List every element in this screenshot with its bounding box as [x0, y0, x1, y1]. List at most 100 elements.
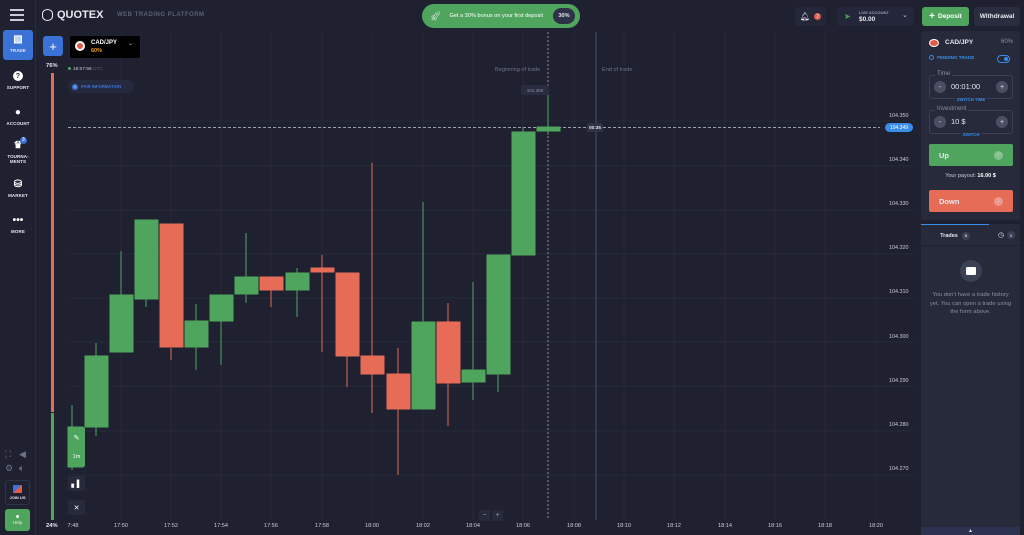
x-axis-tick: 17:54: [214, 523, 228, 529]
brand-name: QUOTEX: [57, 9, 104, 21]
pair-information-button[interactable]: i PAIR INFORMATION: [68, 80, 134, 93]
asset-selector[interactable]: CAD/JPY 60% ⌄: [70, 36, 140, 58]
sound-icon[interactable]: 🔈︎: [19, 463, 25, 473]
trades-tab-label: Trades: [940, 232, 958, 239]
zoom-in-button[interactable]: +: [492, 510, 503, 521]
timeframe-selector[interactable]: 1m: [72, 454, 81, 460]
sidebar-item-more[interactable]: ••• MORE: [3, 211, 33, 241]
brand-logo[interactable]: QUOTEX: [42, 9, 103, 21]
pair-info-label: PAIR INFORMATION: [81, 84, 122, 89]
y-axis-tick: 104.350: [889, 113, 909, 119]
time-legend: Time: [935, 71, 953, 77]
investment-field: Investment - 10 $ + SWITCH: [929, 106, 1013, 137]
cad-jpy-flag-icon: [929, 39, 939, 47]
paper-plane-icon: ➤: [844, 12, 851, 21]
deposit-button[interactable]: + Deposit: [922, 7, 969, 26]
bar-chart-icon: ▖▌: [71, 480, 82, 488]
account-balance: $0.00: [859, 16, 876, 23]
time-increase-button[interactable]: +: [996, 81, 1008, 93]
expand-panel-handle[interactable]: ▲: [921, 527, 1020, 535]
countdown-timer: 00:35: [587, 123, 603, 132]
withdrawal-button[interactable]: Withdrawal: [974, 7, 1020, 26]
pencil-icon: ✎: [73, 435, 80, 442]
plus-icon: +: [929, 11, 935, 22]
y-axis-tick: 104.270: [889, 466, 909, 472]
chevron-down-icon: ⌄: [127, 41, 133, 47]
settings-gear-icon[interactable]: ⚙: [5, 463, 14, 473]
account-selector[interactable]: ➤ LIVE ACCOUNT $0.00 ⌄: [837, 7, 914, 26]
sidebar-item-tournaments[interactable]: ♛ 3 TOURNA- MENTS: [3, 136, 33, 170]
back-arrow-icon[interactable]: ◀: [19, 449, 26, 459]
y-axis-tick: 104.330: [889, 201, 909, 207]
history-count: 0: [1007, 231, 1016, 239]
switch-time-button[interactable]: SWITCH TIME: [954, 97, 988, 102]
payout-label: Your payout:: [945, 173, 976, 179]
quotex-logo-icon: [42, 9, 53, 21]
tournaments-badge: 3: [20, 137, 27, 144]
empty-box-icon: [960, 260, 982, 282]
candles: [67, 95, 561, 475]
pending-trade-toggle[interactable]: [997, 55, 1010, 63]
end-of-trade-label: End of trade: [602, 67, 633, 73]
x-axis-tick: 17:52: [164, 523, 178, 529]
investment-legend: Investment: [935, 106, 969, 112]
notifications-button[interactable]: 🔔︎ 2: [795, 7, 826, 26]
up-label: Up: [939, 150, 949, 160]
trade-asset-name: CAD/JPY: [945, 39, 974, 46]
x-axis-tick: 18:16: [768, 523, 782, 529]
x-axis-tick: 18:08: [567, 523, 581, 529]
chart-type-button[interactable]: ▖▌: [68, 476, 85, 491]
sidebar-item-support[interactable]: ? SUPPORT: [3, 67, 33, 97]
add-chart-button[interactable]: +: [43, 36, 63, 56]
platform-label: WEB TRADING PLATFORM: [117, 12, 205, 18]
tab-history[interactable]: ◷ 0: [993, 224, 1020, 246]
join-us-button[interactable]: JOIN US: [5, 480, 30, 505]
arrow-up-icon: ↑: [994, 150, 1003, 160]
empty-trades-message: You don't have a trade history yet. You …: [929, 292, 1012, 315]
bonus-promo-banner[interactable]: 🚀︎ Get a 30% bonus on your first deposit…: [422, 4, 580, 28]
time-input[interactable]: 00:01:00: [951, 82, 981, 91]
trades-tabbar: Trades 0 ◷ 0: [921, 224, 1020, 246]
zoom-out-button[interactable]: −: [479, 510, 490, 521]
sentiment-bar-buy: [51, 413, 54, 520]
x-axis-tick: 18:04: [466, 523, 480, 529]
investment-increase-button[interactable]: +: [996, 116, 1008, 128]
indicators-button[interactable]: ✕: [68, 500, 85, 515]
hamburger-menu-icon[interactable]: [10, 9, 24, 21]
y-axis-tick: 104.300: [889, 334, 909, 340]
x-axis-tick: 18:10: [617, 523, 631, 529]
help-button[interactable]: Help: [5, 509, 30, 531]
x-axis-tick: 18:02: [416, 523, 430, 529]
time-decrease-button[interactable]: -: [934, 81, 946, 93]
chart-icon: ▧: [13, 33, 23, 45]
investment-decrease-button[interactable]: -: [934, 116, 946, 128]
x-axis-tick: 18:06: [516, 523, 530, 529]
left-sidebar: ▧ TRADE ? SUPPORT ● ACCOUNT ♛ 3 TOURNA- …: [0, 0, 36, 535]
switch-investment-button[interactable]: SWITCH: [960, 132, 982, 137]
cad-jpy-flag-icon: [75, 41, 85, 51]
up-button[interactable]: Up ↑: [929, 144, 1013, 166]
price-chart[interactable]: [36, 32, 918, 535]
sentiment-down-percent: 24%: [46, 523, 58, 529]
fullscreen-icon[interactable]: ⛶: [5, 449, 12, 459]
current-price-tag: 104.349: [885, 123, 913, 132]
x-axis-tick: 7:48: [67, 523, 79, 529]
sidebar-item-label: TOURNA- MENTS: [7, 154, 29, 164]
tab-trades[interactable]: Trades 0: [921, 224, 989, 246]
down-button[interactable]: Down ↓: [929, 190, 1013, 212]
trophy-icon: ♛: [13, 139, 23, 151]
time-value: 18:07:56: [73, 67, 92, 72]
y-axis-tick: 104.320: [889, 245, 909, 251]
more-icon: •••: [12, 214, 24, 226]
investment-input[interactable]: 10 $: [951, 117, 966, 126]
sidebar-item-account[interactable]: ● ACCOUNT: [3, 103, 33, 133]
beginning-of-trade-label: Beginning of trade: [495, 67, 541, 73]
x-axis-tick: 17:50: [114, 523, 128, 529]
user-icon: ●: [14, 106, 22, 118]
drawing-tools-button[interactable]: ✎ 1m: [68, 427, 85, 467]
promo-percent-pill: 30%: [553, 8, 575, 24]
sidebar-item-market[interactable]: ⛁ MARKET: [3, 175, 33, 205]
market-icon: ⛁: [13, 178, 23, 190]
sidebar-item-trade[interactable]: ▧ TRADE: [3, 30, 33, 60]
x-axis-tick: 18:20: [869, 523, 883, 529]
